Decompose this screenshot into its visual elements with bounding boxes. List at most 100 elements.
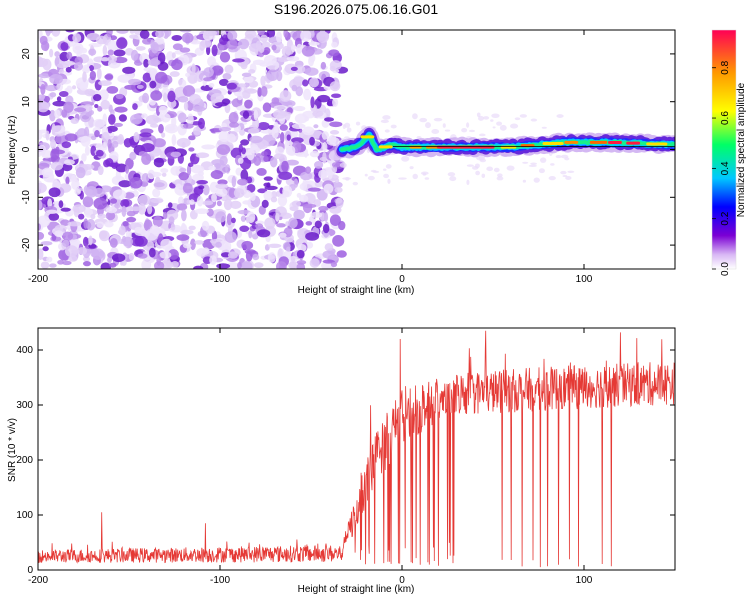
noise-blob bbox=[115, 93, 124, 100]
noise-blob bbox=[92, 93, 102, 102]
noise-blob bbox=[442, 123, 446, 128]
noise-blob bbox=[237, 209, 251, 215]
noise-blob bbox=[222, 72, 232, 80]
noise-blob bbox=[567, 170, 575, 173]
noise-blob bbox=[179, 47, 191, 53]
noise-blob bbox=[314, 160, 324, 169]
noise-blob bbox=[38, 94, 46, 100]
noise-blob bbox=[522, 179, 527, 183]
snr-plot-area bbox=[38, 328, 675, 570]
noise-blob bbox=[215, 211, 227, 223]
noise-blob bbox=[84, 145, 90, 156]
snr-x-tick-label: 0 bbox=[399, 575, 405, 586]
noise-blob bbox=[556, 114, 564, 118]
colorbar-tick-label: 0.0 bbox=[720, 262, 731, 276]
noise-blob bbox=[49, 48, 54, 58]
noise-blob bbox=[309, 215, 315, 222]
colorbar-frame bbox=[711, 29, 737, 270]
noise-blob bbox=[100, 99, 110, 110]
noise-blob bbox=[243, 76, 254, 84]
noise-blob bbox=[141, 173, 150, 183]
noise-blob bbox=[385, 164, 392, 169]
noise-blob bbox=[170, 165, 182, 176]
noise-blob bbox=[176, 137, 191, 148]
noise-blob bbox=[324, 117, 335, 122]
noise-blob bbox=[160, 238, 173, 250]
noise-blob bbox=[401, 155, 410, 162]
noise-blob bbox=[49, 109, 56, 122]
noise-blob bbox=[241, 240, 254, 250]
noise-blob bbox=[318, 169, 328, 180]
noise-blob bbox=[431, 128, 440, 134]
noise-blob bbox=[137, 194, 151, 206]
noise-blob bbox=[58, 91, 69, 98]
noise-blob bbox=[228, 111, 239, 124]
noise-blob bbox=[275, 31, 283, 44]
noise-blob bbox=[383, 173, 390, 179]
noise-blob bbox=[466, 179, 470, 186]
noise-blob bbox=[560, 170, 567, 175]
noise-blob bbox=[387, 178, 391, 184]
noise-blob bbox=[195, 152, 210, 159]
noise-blob bbox=[141, 113, 148, 119]
noise-blob bbox=[40, 241, 53, 246]
noise-blob bbox=[160, 168, 169, 174]
noise-blob bbox=[481, 173, 486, 178]
noise-blob bbox=[88, 235, 93, 246]
noise-blob bbox=[46, 256, 53, 263]
noise-blob bbox=[278, 171, 293, 180]
noise-blob bbox=[275, 206, 287, 217]
noise-blob bbox=[113, 49, 126, 57]
noise-blob bbox=[261, 150, 268, 157]
noise-blob bbox=[181, 209, 187, 222]
noise-blob bbox=[126, 216, 137, 223]
noise-blob bbox=[273, 109, 287, 119]
noise-blob bbox=[530, 118, 538, 122]
spectrogram-y-tick-label: -20 bbox=[21, 237, 32, 252]
snr-panel: -200 -100 0 100 0 100 200 300 400 Height of str… bbox=[7, 327, 676, 595]
noise-blob bbox=[211, 44, 218, 57]
noise-blob bbox=[180, 229, 194, 235]
noise-blob bbox=[249, 135, 263, 144]
noise-blob bbox=[42, 58, 52, 71]
noise-blob bbox=[302, 126, 315, 136]
noise-blob bbox=[382, 115, 391, 120]
noise-blob bbox=[150, 41, 159, 54]
noise-blob bbox=[82, 236, 89, 247]
snr-x-label: Height of straight line (km) bbox=[298, 584, 415, 595]
noise-blob bbox=[72, 33, 82, 43]
noise-blob bbox=[497, 173, 503, 178]
noise-blob bbox=[118, 114, 127, 122]
noise-blob bbox=[289, 206, 299, 212]
noise-blob bbox=[125, 164, 130, 174]
noise-blob bbox=[118, 225, 126, 236]
noise-blob bbox=[304, 67, 319, 76]
noise-blob bbox=[189, 199, 195, 205]
noise-blob bbox=[274, 153, 285, 160]
noise-blob bbox=[248, 69, 256, 74]
noise-blob bbox=[97, 213, 107, 219]
noise-blob bbox=[56, 82, 64, 92]
noise-blob bbox=[170, 151, 182, 158]
noise-blob bbox=[398, 177, 407, 180]
noise-blob bbox=[100, 262, 112, 269]
noise-blob bbox=[499, 124, 507, 131]
noise-blob bbox=[266, 30, 276, 39]
noise-blob bbox=[328, 134, 337, 145]
noise-blob bbox=[190, 40, 201, 45]
noise-blob bbox=[560, 154, 569, 159]
noise-blob bbox=[142, 92, 150, 104]
noise-blob bbox=[538, 168, 545, 174]
noise-blob bbox=[293, 209, 305, 220]
noise-blob bbox=[163, 30, 169, 39]
noise-blob bbox=[152, 215, 163, 228]
noise-blob bbox=[72, 42, 84, 55]
noise-blob bbox=[250, 192, 256, 201]
noise-blob bbox=[136, 84, 144, 89]
noise-blob bbox=[242, 200, 252, 205]
noise-blob bbox=[208, 82, 215, 88]
noise-blob bbox=[60, 207, 71, 212]
noise-blob bbox=[182, 182, 193, 194]
noise-blob bbox=[282, 185, 293, 198]
noise-blob bbox=[150, 90, 163, 101]
